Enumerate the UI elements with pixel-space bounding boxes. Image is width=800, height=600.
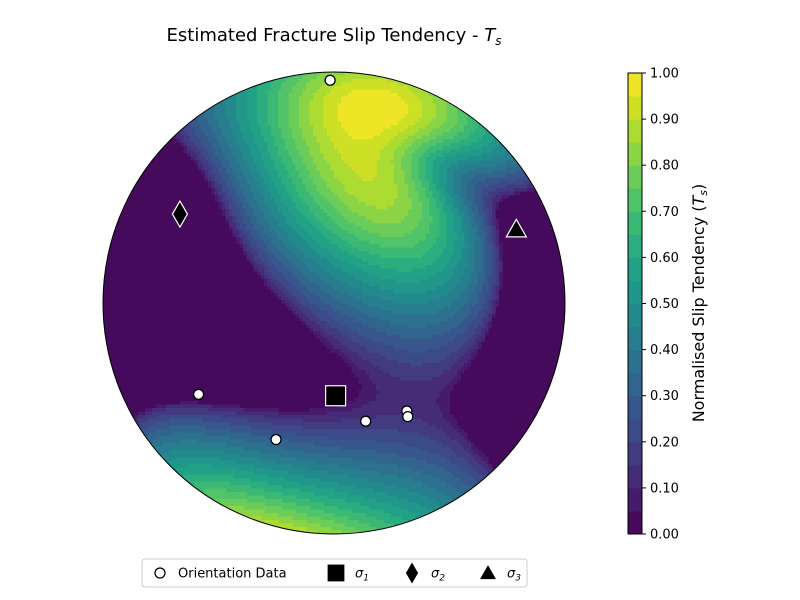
colorbar-band-7 — [628, 349, 642, 374]
colorbar-label: Normalised Slip Tendency (Ts) — [689, 184, 710, 423]
colorbar-tick-label-9: 0.90 — [650, 113, 679, 128]
orientation-point-3 — [360, 415, 372, 427]
colorbar-tick-label-5: 0.50 — [650, 297, 679, 312]
colorbar-band-6 — [628, 372, 642, 397]
orientation-point-5 — [402, 410, 414, 423]
legend-sigma3-marker — [477, 562, 499, 581]
orientation-point-1 — [192, 388, 205, 400]
colorbar-band-15 — [628, 165, 642, 189]
colorbar-band-12 — [628, 234, 642, 258]
contour-level-19 — [337, 89, 409, 140]
chart-title: Estimated Fracture Slip Tendency - Ts — [167, 25, 502, 48]
contour-level-13 — [187, 72, 482, 534]
colorbar-tick-label-0: 0.00 — [650, 528, 679, 543]
legend-orientation-label: Orientation Data — [178, 567, 287, 582]
contour-level-6 — [145, 107, 524, 500]
contour-level-4 — [138, 121, 531, 486]
orientation-point-2 — [270, 433, 282, 446]
colorbar-band-5 — [628, 395, 642, 420]
colorbar-band-1 — [628, 487, 642, 512]
legend: Orientation Data σ1 σ2 σ3 — [141, 558, 528, 588]
colorbar-band-14 — [628, 188, 642, 212]
colorbar-tick-label-10: 1.00 — [650, 67, 679, 82]
colorbar-band-9 — [628, 303, 642, 328]
legend-sigma1-label: σ1 — [355, 567, 369, 584]
colorbar-band-4 — [628, 418, 642, 443]
orientation-point-0 — [324, 74, 336, 86]
colorbar-tick-label-7: 0.70 — [650, 205, 679, 220]
colorbar-band-11 — [628, 257, 642, 281]
colorbar-band-19 — [628, 73, 642, 97]
contour-level-0 — [103, 135, 565, 472]
colorbar-band-16 — [628, 142, 642, 166]
legend-sigma2-marker — [404, 560, 420, 586]
sigma1-marker — [325, 385, 347, 407]
legend-sigma3-label: σ3 — [507, 567, 521, 584]
colorbar-band-8 — [628, 326, 642, 351]
colorbar-tick-label-3: 0.30 — [650, 389, 679, 404]
contour-level-17 — [243, 72, 437, 534]
colorbar-band-10 — [628, 280, 642, 304]
sigma3-marker — [505, 218, 528, 238]
colorbar-band-17 — [628, 119, 642, 143]
colorbar-band-18 — [628, 96, 642, 120]
colorbar: 0.00 0.10 0.20 0.30 0.40 0.50 0.60 0.70 0.80 0.90… — [627, 67, 679, 543]
legend-sigma1-marker — [326, 563, 346, 583]
colorbar-band-13 — [628, 211, 642, 235]
colorbar-band-0 — [628, 510, 642, 535]
slip-tendency-contours — [103, 72, 565, 534]
contour-level-8 — [152, 96, 517, 511]
contour-level-18 — [323, 79, 423, 182]
colorbar-tick-label-6: 0.60 — [650, 251, 679, 266]
legend-sigma2-label: σ2 — [431, 567, 445, 584]
colorbar-tick-label-1: 0.10 — [650, 481, 679, 496]
colorbar-tick-label-4: 0.40 — [650, 343, 679, 358]
colorbar-band-2 — [628, 464, 642, 489]
colorbar-tick-label-8: 0.80 — [650, 159, 679, 174]
stereonet-boundary — [102, 71, 566, 535]
colorbar-tick-label-2: 0.20 — [650, 435, 679, 450]
colorbar-band-3 — [628, 441, 642, 466]
legend-orientation-marker — [154, 567, 166, 579]
plot-markers — [171, 74, 528, 446]
sigma2-marker — [171, 199, 189, 229]
